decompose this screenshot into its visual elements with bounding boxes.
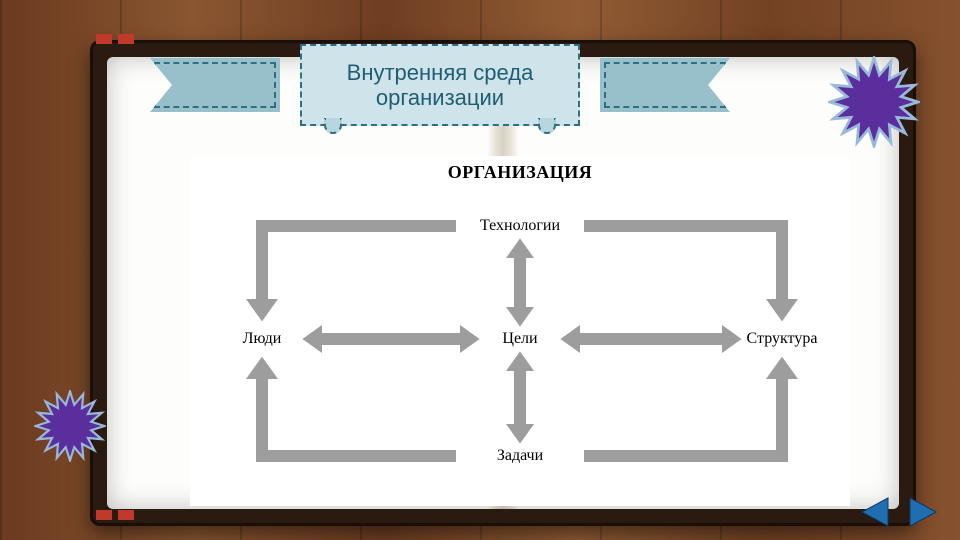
starburst-shape: [35, 391, 104, 460]
slide: Внутренняя среда организации ОРГАНИЗАЦИЯ…: [0, 0, 960, 540]
node-tasks: Задачи: [497, 447, 543, 465]
ribbon-right: [600, 58, 730, 112]
starburst-shape: [830, 58, 918, 146]
starburst-top-right: [828, 56, 920, 148]
bookmark-tabs-bottom: [96, 512, 136, 518]
title-banner: Внутренняя среда организации: [160, 44, 720, 126]
starburst-bottom-left: [34, 390, 106, 462]
diagram-panel: ОРГАНИЗАЦИЯ Технологии Люди Цели Структу…: [190, 156, 850, 506]
next-button[interactable]: [904, 496, 940, 528]
node-structure: Структура: [747, 330, 818, 348]
node-people: Люди: [243, 330, 282, 348]
ribbon-left: [150, 58, 280, 112]
node-goals: Цели: [502, 330, 537, 348]
node-technologies: Технологии: [480, 217, 560, 235]
banner-title: Внутренняя среда организации: [300, 44, 580, 126]
bookmark-tabs-top: [96, 36, 136, 42]
prev-button[interactable]: [858, 496, 894, 528]
